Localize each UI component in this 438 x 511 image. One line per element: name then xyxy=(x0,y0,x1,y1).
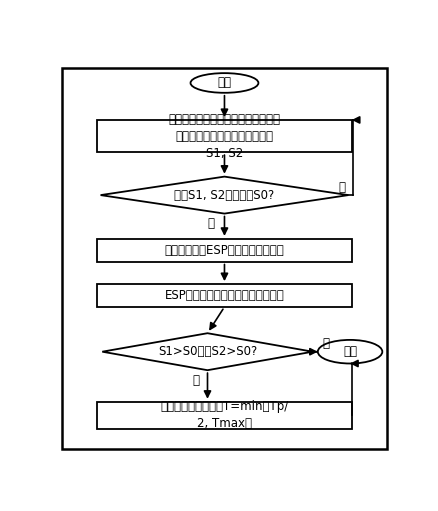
Bar xyxy=(97,239,352,262)
Bar xyxy=(97,120,352,152)
Text: 四驱控制器对ESP发动制动请求信号: 四驱控制器对ESP发动制动请求信号 xyxy=(165,244,284,257)
Text: 是: 是 xyxy=(192,374,199,386)
Text: 控制后轴传递扑矩为T=min｛Tp/
2, Tmax｝: 控制后轴传递扑矩为T=min｛Tp/ 2, Tmax｝ xyxy=(160,401,289,430)
Text: 监控四驱车辆左前轮轮速、右前轮轮
速，车速行驶速度，计算滑转率
S1, S2: 监控四驱车辆左前轮轮速、右前轮轮 速，车速行驶速度，计算滑转率 S1, S2 xyxy=(169,112,280,159)
Text: S1>S0而且S2>S0?: S1>S0而且S2>S0? xyxy=(158,345,257,358)
Bar xyxy=(97,402,352,429)
Text: 是: 是 xyxy=(208,217,214,230)
Text: 开始: 开始 xyxy=(218,77,231,89)
Text: 结束: 结束 xyxy=(343,345,357,358)
Text: 否: 否 xyxy=(323,337,330,351)
Bar xyxy=(97,284,352,307)
Text: ESP接收四驱信号对相应的车轮制动: ESP接收四驱信号对相应的车轮制动 xyxy=(165,289,284,302)
Text: 否: 否 xyxy=(338,181,345,194)
Text: 判断S1, S2是否大于S0?: 判断S1, S2是否大于S0? xyxy=(174,189,275,202)
